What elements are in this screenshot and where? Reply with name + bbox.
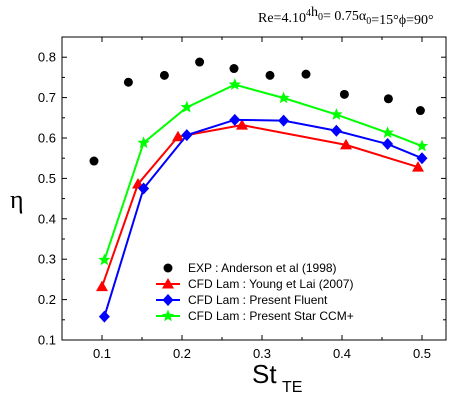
data-point [98,253,111,266]
data-point [382,138,394,151]
y-tick-label: 0.6 [38,131,56,146]
y-tick-label: 0.4 [38,211,56,226]
series-circle [89,57,425,166]
y-tick-label: 0.2 [38,292,56,307]
data-point [301,69,311,79]
series-line [101,124,419,288]
param-value: = 0.75 [323,9,359,24]
param-sup: 4 [306,8,311,19]
data-point [181,129,193,142]
x-tick-label: 0.1 [93,346,111,361]
flow-parameters: Re=4.104h0= 0.75α0=15°ϕ=90° [258,5,434,28]
data-point [180,100,193,113]
legend-label: EXP : Anderson et al (1998) [188,261,337,275]
data-point [195,57,205,67]
series-triangle [96,119,424,292]
data-point [415,106,425,116]
x-axis-label: St TE [252,359,302,396]
x-tick-label: 0.2 [173,346,191,361]
legend: EXP : Anderson et al (1998) CFD Lam : You… [156,261,354,323]
legend-item: CFD Lam : Young et Lai (2007) [156,277,353,291]
param-base: α [359,9,367,24]
legend-marker [162,278,174,289]
data-point [229,113,241,126]
series-line [103,118,423,317]
legend-label: CFD Lam : Young et Lai (2007) [188,277,353,291]
legend-label: CFD Lam : Present Star CCM+ [188,309,354,323]
legend-item: CFD Lam : Present Star CCM+ [156,309,354,323]
legend-item: CFD Lam : Present Fluent [156,293,328,307]
data-point [172,130,184,142]
data-point [89,156,99,166]
data-point [229,64,239,74]
y-tick-label: 0.8 [38,50,56,65]
param-value: =90° [406,13,434,28]
x-tick-label: 0.4 [333,346,351,361]
data-point [340,138,352,150]
series-layer [89,57,429,323]
param-sub: 0 [366,16,371,27]
x-tick-label: 0.5 [413,346,431,361]
param-base: Re=4.10 [258,11,306,26]
data-point [339,89,349,99]
data-point [159,70,169,80]
series-diamond [98,113,428,323]
y-tick-label: 0.7 [38,90,56,105]
data-point [228,78,241,90]
y-axis-label: η [10,185,24,214]
series-star [98,78,429,266]
data-point [138,182,150,195]
legend-marker [162,294,174,306]
data-point [330,108,343,120]
param-base: h [311,5,318,20]
param-base: ϕ [399,13,406,28]
data-point [236,119,248,130]
data-point [278,114,290,127]
x-axis-label-main: St [252,359,277,389]
legend-marker [163,263,173,273]
data-point [137,136,150,149]
data-point [412,161,424,172]
data-point [123,77,133,87]
data-point [330,124,342,137]
data-point [381,126,394,139]
param-sub: 0 [318,12,323,23]
legend-item: EXP : Anderson et al (1998) [163,261,337,275]
data-point [416,152,428,165]
axis-ticks: 0.1 0.2 0.3 0.4 0.5 0.1 0.2 0.3 0.4 0.5 0.6 0.7 0.8 [38,37,446,361]
series-line [103,83,423,261]
y-tick-label: 0.3 [38,252,56,267]
legend-marker [161,309,175,322]
param-value: =15° [371,13,399,28]
data-point [415,139,429,152]
y-tick-label: 0.5 [38,171,56,186]
data-point [277,91,290,104]
x-axis-label-sub: TE [282,379,302,396]
y-tick-label: 0.1 [38,333,56,348]
data-point [383,94,393,104]
data-point [98,310,110,323]
plot-frame [61,36,447,341]
x-tick-label: 0.3 [253,346,271,361]
legend-label: CFD Lam : Present Fluent [188,293,328,307]
data-point [265,70,275,80]
data-point [96,280,108,292]
